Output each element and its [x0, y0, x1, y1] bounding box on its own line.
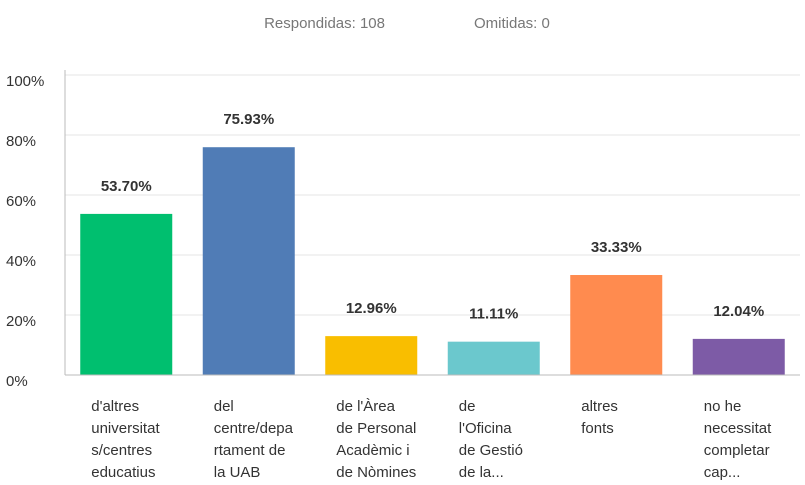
bar [447, 341, 540, 375]
x-tick-label: educatius [91, 464, 155, 481]
x-tick-label: de la... [459, 464, 504, 481]
x-tick-label: de Nòmines [336, 464, 416, 481]
skipped-count: Omitidas: 0 [474, 15, 550, 32]
x-tick-label: del [214, 398, 234, 415]
x-tick-label: de Gestió [459, 442, 523, 459]
x-tick-label: rtament de [214, 442, 286, 459]
value-label: 53.70% [101, 178, 152, 195]
bar [80, 213, 173, 375]
value-label: 11.11% [469, 306, 518, 323]
y-tick-label: 20% [6, 313, 36, 330]
y-tick-label: 100% [6, 73, 44, 90]
y-tick-label: 40% [6, 253, 36, 270]
value-label: 12.96% [346, 300, 397, 317]
x-tick-label: s/centres [91, 442, 152, 459]
bar [570, 275, 663, 375]
bar [325, 336, 418, 375]
value-label: 75.93% [223, 111, 274, 128]
x-tick-label: altres [581, 398, 618, 415]
x-tick-label: completar [704, 442, 770, 459]
x-tick-label: centre/depa [214, 420, 294, 437]
x-tick-label: d'altres [91, 398, 139, 415]
x-tick-label: la UAB [214, 464, 261, 481]
y-tick-label: 0% [6, 373, 28, 390]
value-label: 12.04% [713, 303, 764, 320]
bar [692, 338, 785, 375]
x-tick-label: de [459, 398, 476, 415]
responded-count: Respondidas: 108 [264, 15, 385, 32]
x-tick-label: cap... [704, 464, 741, 481]
x-tick-label: Acadèmic i [336, 442, 409, 459]
y-tick-label: 60% [6, 193, 36, 210]
x-tick-label: no he [704, 398, 742, 415]
x-tick-label: fonts [581, 420, 614, 437]
x-tick-label: de l'Àrea [336, 398, 395, 415]
value-label: 33.33% [591, 239, 642, 256]
y-tick-label: 80% [6, 133, 36, 150]
x-tick-label: necessitat [704, 420, 772, 437]
x-tick-label: l'Oficina [459, 420, 513, 437]
x-tick-label: universitat [91, 420, 160, 437]
bar [202, 147, 295, 375]
x-tick-label: de Personal [336, 420, 416, 437]
